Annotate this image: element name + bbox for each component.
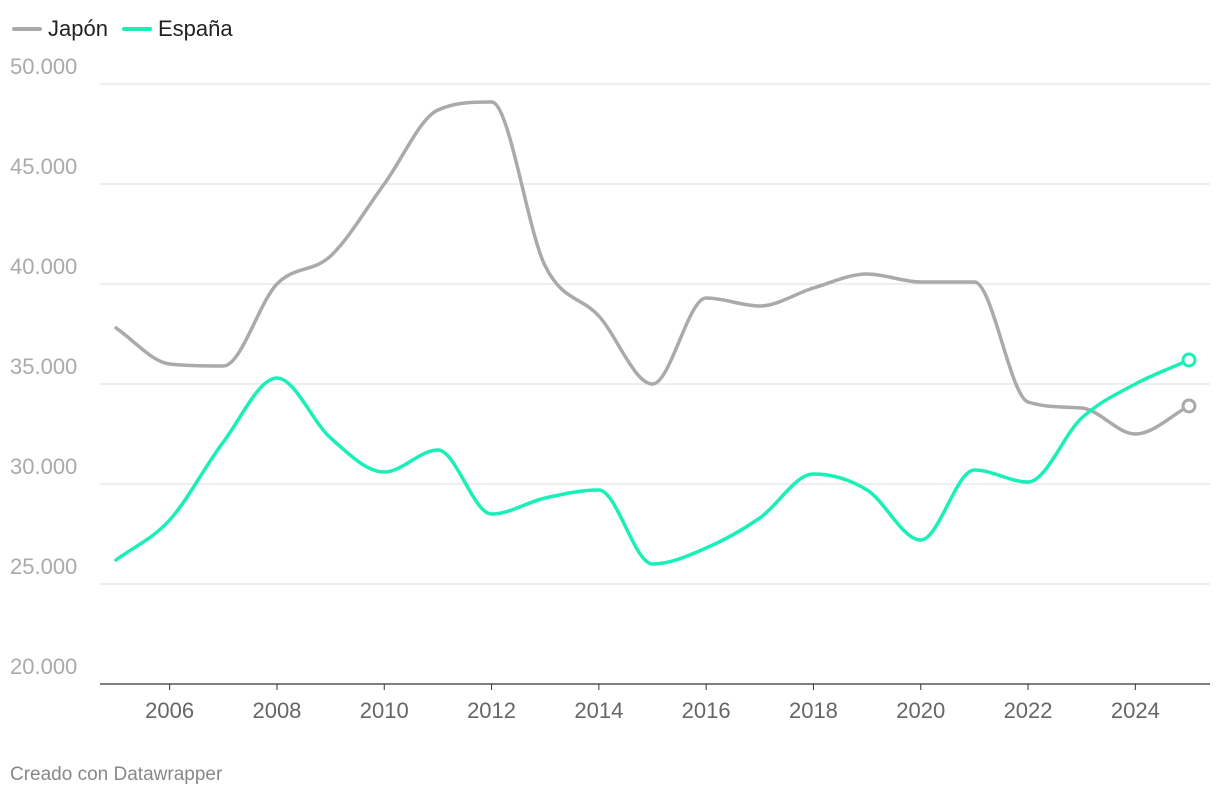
legend-swatch-japon bbox=[12, 27, 42, 31]
series-end-marker-japon bbox=[1181, 398, 1197, 414]
y-tick-label: 20.000 bbox=[10, 654, 77, 679]
x-tick-label: 2020 bbox=[896, 698, 945, 723]
legend-item-espana: España bbox=[121, 16, 233, 42]
x-tick-label: 2022 bbox=[1004, 698, 1053, 723]
x-tick-label: 2012 bbox=[467, 698, 516, 723]
x-tick-label: 2008 bbox=[252, 698, 301, 723]
legend-label-japon: Japón bbox=[48, 16, 108, 41]
x-tick-label: 2016 bbox=[682, 698, 731, 723]
legend-label-espana: España bbox=[157, 16, 233, 41]
x-tick-label: 2018 bbox=[789, 698, 838, 723]
x-tick-label: 2006 bbox=[145, 698, 194, 723]
x-tick-label: 2024 bbox=[1111, 698, 1160, 723]
x-tick-label: 2010 bbox=[360, 698, 409, 723]
y-tick-label: 45.000 bbox=[10, 154, 77, 179]
y-tick-label: 40.000 bbox=[10, 254, 77, 279]
legend-swatch-espana bbox=[121, 27, 152, 31]
x-tick-label: 2014 bbox=[574, 698, 623, 723]
y-tick-label: 35.000 bbox=[10, 354, 77, 379]
y-tick-label: 25.000 bbox=[10, 554, 77, 579]
series-line-espana bbox=[114, 358, 1191, 566]
legend-item-japon: Japón bbox=[12, 16, 108, 42]
legend: Japón España bbox=[12, 16, 233, 42]
y-tick-label: 50.000 bbox=[10, 54, 77, 79]
footer-credit: Creado con Datawrapper bbox=[10, 764, 223, 785]
series-line-japon bbox=[114, 100, 1191, 436]
y-tick-label: 30.000 bbox=[10, 454, 77, 479]
series-end-marker-espana bbox=[1181, 352, 1197, 368]
